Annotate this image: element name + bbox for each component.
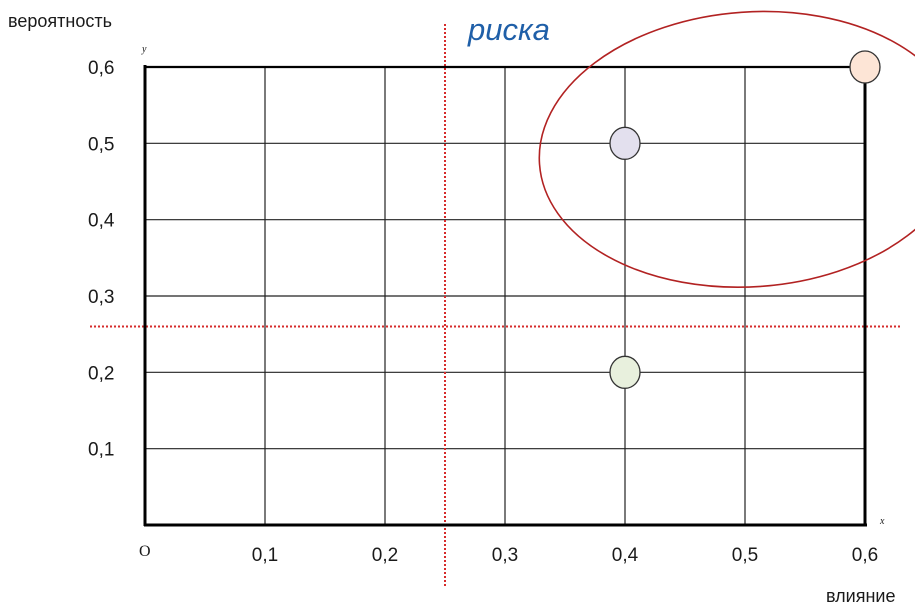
y-axis-letter: y — [141, 44, 147, 55]
x-tick-label: 0,1 — [252, 545, 278, 566]
y-tick-label: 0,5 — [88, 134, 114, 155]
axes — [143, 65, 867, 527]
x-tick-label: 0,3 — [492, 545, 518, 566]
highlight-ellipse — [538, 10, 915, 288]
y-tick-label: 0,6 — [88, 58, 114, 79]
origin-label: O — [139, 543, 151, 560]
x-tick-label: 0,5 — [732, 545, 758, 566]
x-axis-letter: x — [879, 516, 885, 527]
threshold-lines — [90, 24, 900, 588]
x-tick-label: 0,4 — [612, 545, 639, 566]
y-axis-title: вероятность — [8, 11, 112, 31]
data-point-1 — [849, 50, 881, 84]
data-point-3 — [609, 355, 641, 389]
y-tick-label: 0,1 — [88, 440, 114, 461]
x-tick-label: 0,6 — [852, 545, 878, 566]
highlight-ellipse-layer — [538, 10, 915, 288]
y-tick-label: 0,4 — [88, 211, 115, 232]
y-tick-label: 0,3 — [88, 287, 114, 308]
data-points — [609, 50, 881, 389]
x-axis-title: влияние — [826, 586, 895, 606]
grid-lines — [145, 66, 866, 525]
y-tick-label: 0,2 — [88, 363, 114, 384]
risk-annotation: риска — [467, 12, 550, 47]
data-point-2 — [609, 126, 641, 160]
x-tick-label: 0,2 — [372, 545, 398, 566]
tick-labels: 0,1 0,2 0,3 0,4 0,5 0,6 0,1 0,2 0,3 0,4 0,5 0,6 — [88, 58, 878, 566]
